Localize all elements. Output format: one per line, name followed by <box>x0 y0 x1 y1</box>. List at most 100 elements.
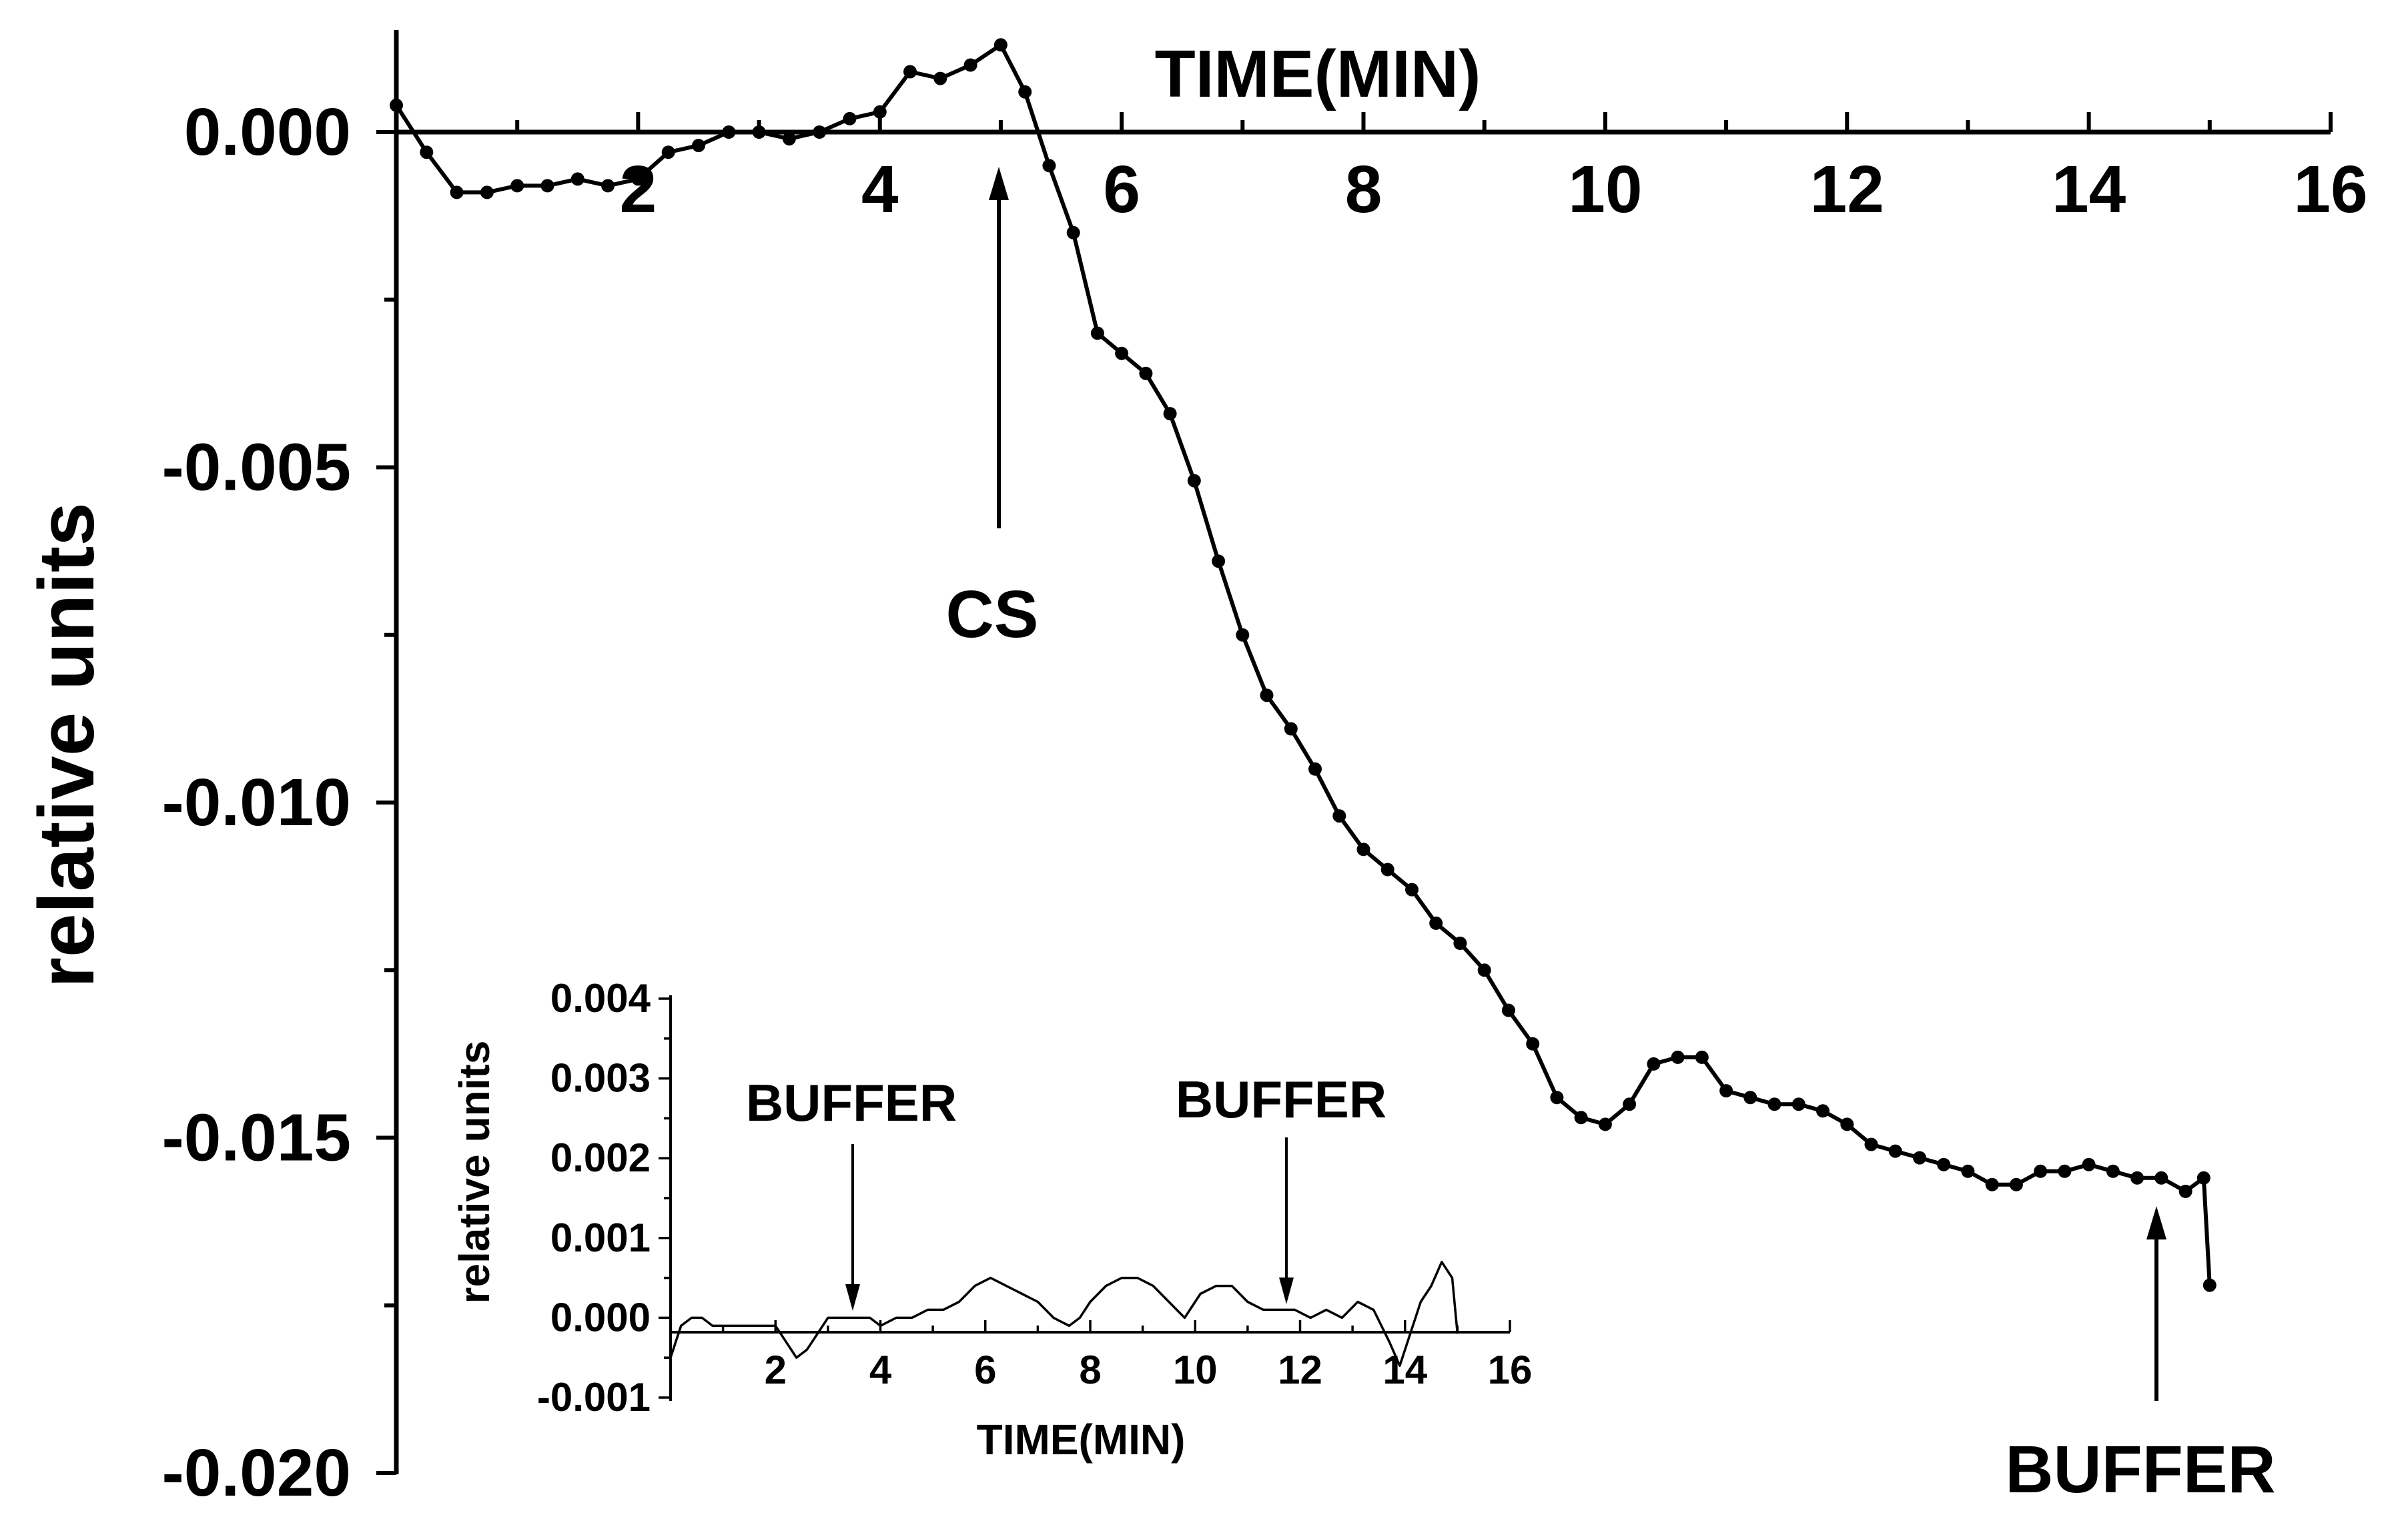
data-point <box>1187 474 1201 488</box>
data-point <box>2034 1164 2048 1178</box>
inset-buffer-arrow-2-head <box>1279 1277 1294 1304</box>
data-point <box>480 185 494 199</box>
x-tick-label: 16 <box>1488 1348 1533 1392</box>
data-point <box>1212 554 1226 568</box>
inset-buffer-label-1: BUFFER <box>746 1073 957 1132</box>
y-tick-label: -0.010 <box>161 765 351 840</box>
data-point <box>1767 1097 1781 1111</box>
data-point <box>1090 326 1104 340</box>
x-tick-label: 6 <box>1103 152 1140 227</box>
data-point <box>843 111 857 125</box>
data-point <box>2178 1184 2192 1198</box>
y-tick-label: 0.000 <box>550 1295 651 1340</box>
data-point <box>1719 1084 1733 1098</box>
data-point <box>903 65 917 79</box>
data-point <box>1550 1091 1564 1105</box>
main-series <box>390 38 2217 1292</box>
x-tick-label: 6 <box>974 1348 996 1392</box>
inset-buffer-arrow-1-head <box>845 1284 860 1311</box>
y-tick-label: -0.020 <box>161 1436 351 1510</box>
series-line <box>669 1260 1459 1367</box>
buffer-label-main: BUFFER <box>2005 1432 2276 1507</box>
inset-x-axis-title: TIME(MIN) <box>977 1416 1186 1464</box>
buffer-arrow-head <box>2146 1206 2166 1239</box>
data-point <box>1453 937 1467 950</box>
data-point <box>1356 843 1370 857</box>
data-point <box>1139 366 1153 380</box>
x-tick-label: 2 <box>765 1348 787 1392</box>
data-point <box>963 58 977 72</box>
y-tick-label: 0.002 <box>550 1135 651 1180</box>
data-point <box>420 145 434 159</box>
y-tick-label: 0.003 <box>550 1056 651 1101</box>
x-tick-label: 16 <box>2293 152 2367 227</box>
data-point <box>1937 1157 1951 1171</box>
data-point <box>1840 1117 1854 1131</box>
annotation-buffer-main: BUFFER <box>2005 1206 2276 1507</box>
data-point <box>993 38 1008 52</box>
data-point <box>1429 916 1443 930</box>
data-point <box>1163 407 1177 421</box>
y-tick-label: -0.005 <box>161 430 351 505</box>
data-point <box>873 105 887 119</box>
data-point <box>1018 85 1032 99</box>
main-x-ticks: 2 4 6 8 10 12 14 16 <box>515 112 2368 227</box>
data-point <box>2106 1164 2120 1178</box>
data-point <box>1961 1164 1975 1178</box>
inset-series <box>669 1260 1459 1367</box>
data-point <box>1380 863 1394 877</box>
data-point <box>2058 1164 2072 1178</box>
x-tick-label: 4 <box>869 1348 892 1392</box>
inset-annotation-buffer-1: BUFFER <box>746 1073 957 1311</box>
data-point <box>1042 159 1056 173</box>
data-point <box>450 185 464 199</box>
data-point <box>1598 1117 1612 1131</box>
data-point <box>1477 963 1491 977</box>
data-point <box>1260 688 1274 702</box>
data-point <box>1985 1177 1999 1191</box>
data-point <box>752 125 766 139</box>
x-tick-label: 10 <box>1173 1348 1218 1392</box>
y-tick-label: 0.000 <box>184 95 351 169</box>
data-point <box>722 125 736 139</box>
inset-plot: 2 4 6 8 10 12 14 16 0.004 0.003 0.002 0.001 0.000 -0… <box>450 976 1532 1464</box>
data-point <box>2082 1157 2096 1171</box>
inset-x-ticks: 2 4 6 8 10 12 14 16 <box>721 1320 1533 1392</box>
inset-buffer-label-2: BUFFER <box>1176 1070 1386 1129</box>
x-tick-label: 14 <box>1382 1348 1427 1392</box>
data-point <box>570 172 584 186</box>
data-point <box>2202 1278 2217 1292</box>
data-point <box>390 98 403 112</box>
inset-y-ticks: 0.004 0.003 0.002 0.001 0.000 -0.001 <box>537 976 671 1420</box>
data-point <box>661 145 675 159</box>
data-point <box>1526 1037 1540 1051</box>
y-tick-label: 0.004 <box>550 976 651 1021</box>
data-point <box>2130 1171 2144 1185</box>
x-tick-label: 8 <box>1345 152 1382 227</box>
main-y-ticks: 0.000 -0.005 -0.010 -0.015 -0.020 <box>161 95 396 1510</box>
x-tick-label: 14 <box>2052 152 2126 227</box>
data-point <box>1623 1097 1637 1111</box>
inset-y-axis-title: relative units <box>450 1041 498 1304</box>
data-point <box>782 132 796 146</box>
y-tick-label: -0.001 <box>537 1375 651 1420</box>
data-point <box>933 71 947 85</box>
data-point <box>631 172 645 186</box>
annotation-cs: CS <box>946 167 1038 652</box>
x-tick-label: 4 <box>861 152 899 227</box>
main-plot: 2 4 6 8 10 12 14 16 0.000 -0.005 -0.010 -0.015 -0.0… <box>23 30 2368 1510</box>
cs-arrow-head <box>989 167 1009 200</box>
y-tick-label: -0.015 <box>161 1101 351 1175</box>
data-point <box>1864 1137 1878 1151</box>
data-point <box>1501 1003 1515 1017</box>
data-point <box>1647 1057 1661 1071</box>
y-tick-label: 0.001 <box>550 1215 651 1260</box>
inset-annotation-buffer-2: BUFFER <box>1176 1070 1386 1304</box>
data-point <box>1791 1097 1805 1111</box>
data-point <box>1913 1151 1926 1165</box>
data-point <box>1574 1111 1588 1125</box>
data-point <box>1066 225 1080 239</box>
data-point <box>1405 883 1419 897</box>
data-point <box>540 179 554 193</box>
